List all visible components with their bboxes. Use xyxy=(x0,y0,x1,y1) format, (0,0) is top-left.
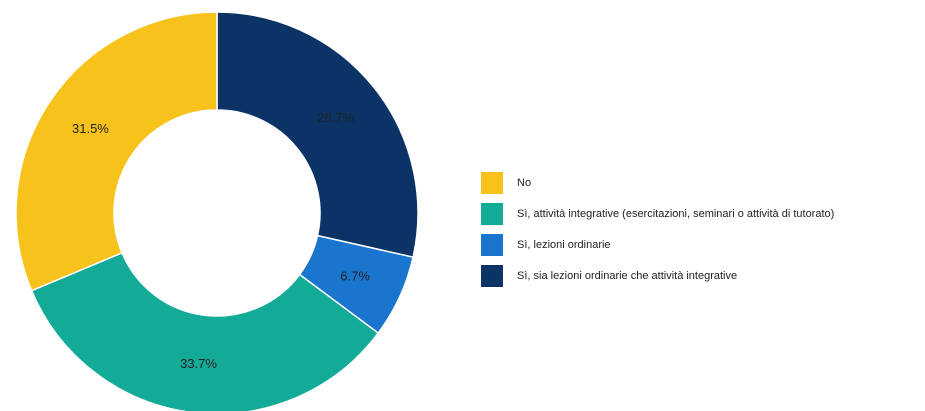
slice-value-label-3: 31.5% xyxy=(72,121,109,136)
legend-label: Sì, attività integrative (esercitazioni,… xyxy=(517,208,835,220)
legend-item-attivita-integrative: Sì, attività integrative (esercitazioni,… xyxy=(481,203,921,225)
chart-legend: No Sì, attività integrative (esercitazio… xyxy=(481,172,921,296)
legend-label: Sì, lezioni ordinarie xyxy=(517,239,611,251)
donut-slice-0 xyxy=(216,11,419,259)
slice-value-label-2: 33.7% xyxy=(180,356,217,371)
legend-swatch xyxy=(481,203,503,225)
slice-value-label-0: 28.7% xyxy=(317,110,354,125)
legend-swatch xyxy=(481,265,503,287)
donut-slice-2 xyxy=(30,251,380,411)
slice-value-label-1: 6.7% xyxy=(340,268,370,283)
legend-label: No xyxy=(517,177,532,189)
donut-slice-3 xyxy=(15,11,218,292)
legend-item-entrambe: Sì, sia lezioni ordinarie che attività i… xyxy=(481,265,921,287)
legend-item-lezioni-ordinarie: Sì, lezioni ordinarie xyxy=(481,234,921,256)
donut-chart: 28.7% 6.7% 33.7% 31.5% xyxy=(15,11,419,411)
legend-swatch xyxy=(481,172,503,194)
legend-label: Sì, sia lezioni ordinarie che attività i… xyxy=(517,270,738,282)
legend-item-no: No xyxy=(481,172,921,194)
legend-swatch xyxy=(481,234,503,256)
